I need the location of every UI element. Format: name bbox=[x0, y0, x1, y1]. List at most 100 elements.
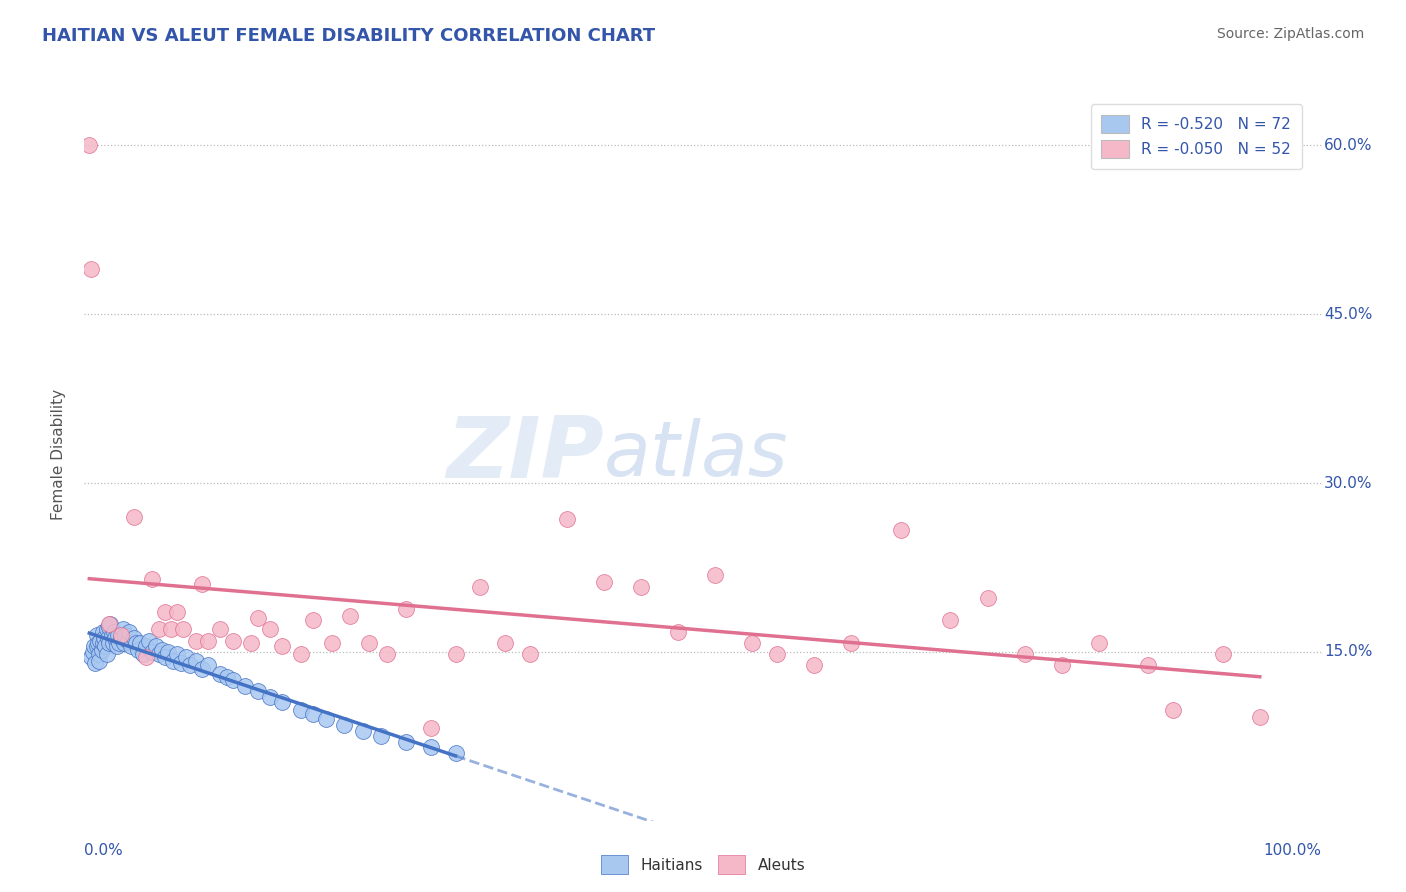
Point bbox=[89, 633, 111, 648]
Point bbox=[321, 636, 343, 650]
Text: 15.0%: 15.0% bbox=[1324, 644, 1372, 659]
Point bbox=[339, 608, 361, 623]
Point bbox=[107, 628, 129, 642]
Point bbox=[86, 628, 108, 642]
Point bbox=[93, 632, 115, 646]
Point bbox=[1161, 703, 1184, 717]
Point bbox=[519, 647, 541, 661]
Point bbox=[129, 636, 152, 650]
Point bbox=[83, 639, 105, 653]
Point bbox=[135, 650, 157, 665]
Point bbox=[79, 138, 101, 153]
Point bbox=[135, 639, 157, 653]
Point bbox=[209, 667, 232, 681]
Point bbox=[630, 580, 652, 594]
Point bbox=[91, 624, 114, 639]
Point bbox=[105, 639, 128, 653]
Point bbox=[315, 712, 337, 726]
Point bbox=[138, 633, 160, 648]
Point bbox=[976, 591, 998, 605]
Point bbox=[84, 656, 107, 670]
Point bbox=[246, 611, 269, 625]
Point bbox=[162, 654, 184, 668]
Point bbox=[555, 512, 578, 526]
Point bbox=[222, 673, 245, 687]
Point bbox=[444, 746, 467, 760]
Point bbox=[395, 735, 418, 749]
Point bbox=[90, 642, 112, 657]
Point bbox=[222, 633, 245, 648]
Text: 0.0%: 0.0% bbox=[84, 843, 124, 857]
Point bbox=[259, 690, 281, 704]
Point bbox=[191, 577, 214, 591]
Point bbox=[271, 696, 294, 710]
Y-axis label: Female Disability: Female Disability bbox=[51, 389, 66, 521]
Point bbox=[184, 654, 207, 668]
Point bbox=[352, 723, 374, 738]
Point bbox=[100, 628, 122, 642]
Point bbox=[122, 509, 145, 524]
Point bbox=[666, 624, 689, 639]
Point bbox=[103, 624, 125, 639]
Point bbox=[97, 632, 120, 646]
Point bbox=[419, 740, 441, 755]
Point bbox=[87, 636, 110, 650]
Point bbox=[184, 633, 207, 648]
Point bbox=[1212, 647, 1234, 661]
Point bbox=[1014, 647, 1036, 661]
Legend: Haitians, Aleuts: Haitians, Aleuts bbox=[595, 849, 811, 880]
Point bbox=[766, 647, 789, 661]
Point bbox=[96, 623, 118, 637]
Point bbox=[110, 632, 132, 646]
Point bbox=[104, 632, 127, 646]
Point bbox=[170, 656, 193, 670]
Point bbox=[233, 679, 256, 693]
Point bbox=[890, 524, 912, 538]
Point bbox=[98, 616, 121, 631]
Point bbox=[125, 636, 148, 650]
Point bbox=[96, 647, 118, 661]
Text: 30.0%: 30.0% bbox=[1324, 475, 1372, 491]
Point bbox=[112, 636, 135, 650]
Point bbox=[444, 647, 467, 661]
Point bbox=[86, 639, 108, 653]
Point bbox=[79, 262, 101, 277]
Point bbox=[1249, 710, 1271, 724]
Point bbox=[174, 650, 197, 665]
Point bbox=[166, 647, 188, 661]
Point bbox=[191, 662, 214, 676]
Point bbox=[593, 575, 616, 590]
Point bbox=[259, 623, 281, 637]
Point bbox=[122, 632, 145, 646]
Text: 100.0%: 100.0% bbox=[1264, 843, 1322, 857]
Point bbox=[108, 636, 131, 650]
Point bbox=[215, 670, 238, 684]
Text: 60.0%: 60.0% bbox=[1324, 138, 1372, 153]
Point bbox=[157, 645, 180, 659]
Point bbox=[111, 623, 134, 637]
Point bbox=[395, 602, 418, 616]
Point bbox=[803, 658, 825, 673]
Text: 45.0%: 45.0% bbox=[1324, 307, 1372, 322]
Point bbox=[98, 616, 121, 631]
Point bbox=[939, 613, 962, 627]
Point bbox=[172, 623, 194, 637]
Point bbox=[240, 636, 263, 650]
Point bbox=[470, 580, 492, 594]
Point bbox=[271, 639, 294, 653]
Point bbox=[290, 647, 312, 661]
Point bbox=[120, 639, 142, 653]
Point bbox=[290, 703, 312, 717]
Point bbox=[101, 636, 124, 650]
Text: HAITIAN VS ALEUT FEMALE DISABILITY CORRELATION CHART: HAITIAN VS ALEUT FEMALE DISABILITY CORRE… bbox=[42, 27, 655, 45]
Point bbox=[145, 639, 167, 653]
Point bbox=[91, 636, 114, 650]
Text: atlas: atlas bbox=[605, 418, 789, 491]
Point bbox=[166, 606, 188, 620]
Point bbox=[841, 636, 863, 650]
Point bbox=[302, 706, 325, 721]
Point bbox=[150, 642, 173, 657]
Point bbox=[98, 636, 121, 650]
Point bbox=[370, 729, 392, 743]
Point bbox=[246, 684, 269, 698]
